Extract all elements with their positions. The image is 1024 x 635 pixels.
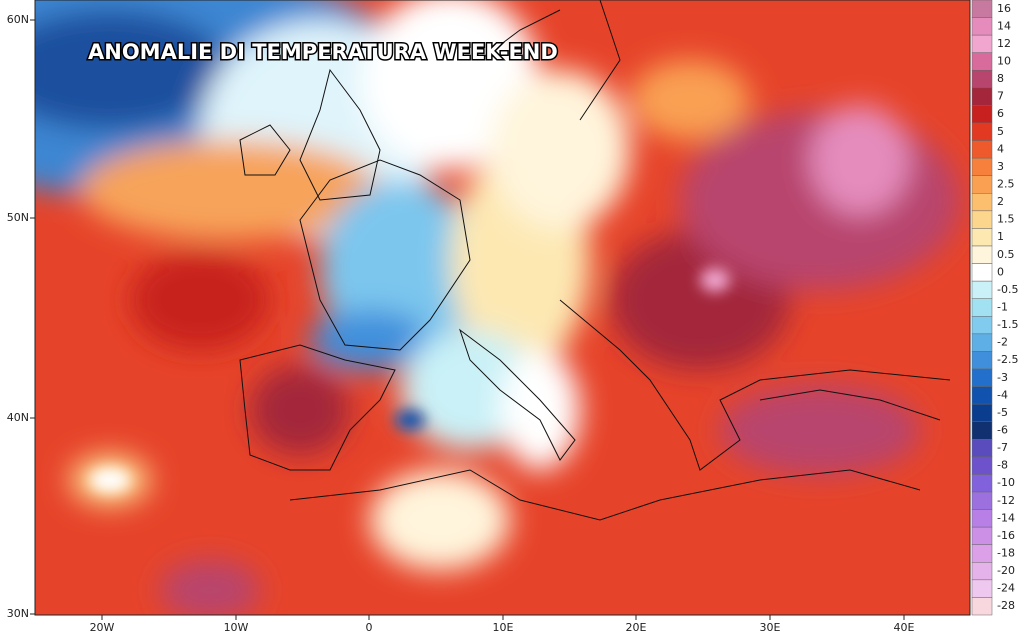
colorbar-swatch [971,474,993,493]
lat-label: 40N [7,411,29,424]
colorbar-label: -3 [997,371,1008,384]
colorbar-swatch [971,210,993,229]
colorbar-label: 6 [997,107,1004,120]
colorbar-label: -12 [997,494,1015,507]
colorbar-label: 2 [997,195,1004,208]
colorbar-swatch [971,263,993,282]
colorbar-swatch [971,34,993,53]
colorbar-label: 0 [997,265,1004,278]
colorbar-label: 14 [997,19,1011,32]
colorbar-label: 7 [997,90,1004,103]
axes: 60N 50N 40N 30N 20W 10W 0 10E 20E 30E 40E [7,13,915,634]
colorbar-swatch [971,509,993,528]
colorbar-label: 8 [997,72,1004,85]
colorbar-swatch [971,597,993,616]
lat-label: 50N [7,211,29,224]
colorbar-swatch [971,403,993,422]
colorbar-label: -16 [997,529,1015,542]
colorbar-swatch [971,122,993,141]
lon-label: 0 [366,621,373,634]
colorbar-label: -1.5 [997,318,1018,331]
colorbar-label: -24 [997,582,1015,595]
colorbar-label: -8 [997,459,1008,472]
colorbar-swatch [971,87,993,106]
colorbar-swatch [971,439,993,458]
colorbar-label: 1 [997,230,1004,243]
colorbar-label: -0.5 [997,283,1018,296]
colorbar-swatch [971,193,993,212]
coastlines [239,0,951,521]
colorbar-label: -6 [997,424,1008,437]
colorbar-swatch [971,421,993,440]
colorbar-swatch [971,52,993,71]
colorbar-label: -1 [997,301,1008,314]
colorbar-label: -4 [997,388,1008,401]
colorbar-label: 3 [997,160,1004,173]
colorbar-swatch [971,280,993,299]
colorbar-swatch [971,298,993,317]
colorbar-label: -14 [997,511,1015,524]
colorbar-swatch [971,351,993,370]
colorbar-label: 5 [997,125,1004,138]
lon-label: 10E [493,621,514,634]
colorbar-swatch [971,368,993,387]
lat-label: 30N [7,607,29,620]
colorbar-swatch [971,526,993,545]
colorbar-label: 12 [997,37,1011,50]
map-title: ANOMALIE DI TEMPERATURA WEEK-END [88,40,558,64]
colorbar-swatch [971,491,993,510]
colorbar-swatch [971,333,993,352]
colorbar-swatch [971,175,993,194]
colorbar-swatch [971,17,993,36]
colorbar-swatch [971,105,993,124]
colorbar-label: 2.5 [997,178,1015,191]
colorbar-swatch [971,386,993,405]
colorbar-swatch [971,544,993,563]
colorbar-swatch [971,456,993,475]
colorbar-swatch [971,316,993,335]
colorbar-swatch [971,70,993,89]
colorbar-label: -18 [997,547,1015,560]
anomaly-field [35,0,970,615]
colorbar-swatch [971,245,993,264]
colorbar-swatch [971,228,993,247]
colorbar-label: -28 [997,599,1015,612]
lon-label: 40E [894,621,915,634]
colorbar-swatch [971,562,993,581]
lon-label: 20W [90,621,115,634]
colorbar-swatch [971,579,993,598]
colorbar-label: 16 [997,2,1011,15]
colorbar-swatch [971,157,993,176]
colorbar-label: -20 [997,564,1015,577]
colorbar-label: -2 [997,336,1008,349]
colorbar-label: -10 [997,476,1015,489]
lon-label: 20E [626,621,647,634]
colorbar: 16 14 12 10 8 7 6 5 4 3 2.5 2 1.5 1 0.5 0 -0.5 -1 -1.5 -2 -2… [971,0,1018,616]
colorbar-swatch [971,140,993,159]
lon-label: 30E [760,621,781,634]
colorbar-label: 4 [997,142,1004,155]
colorbar-label: 10 [997,55,1011,68]
colorbar-label: -5 [997,406,1008,419]
colorbar-label: -2.5 [997,353,1018,366]
colorbar-label: 0.5 [997,248,1015,261]
lat-label: 60N [7,13,29,26]
colorbar-label: -7 [997,441,1008,454]
colorbar-label: 1.5 [997,213,1015,226]
colorbar-swatch [971,0,993,18]
lon-label: 10W [224,621,249,634]
